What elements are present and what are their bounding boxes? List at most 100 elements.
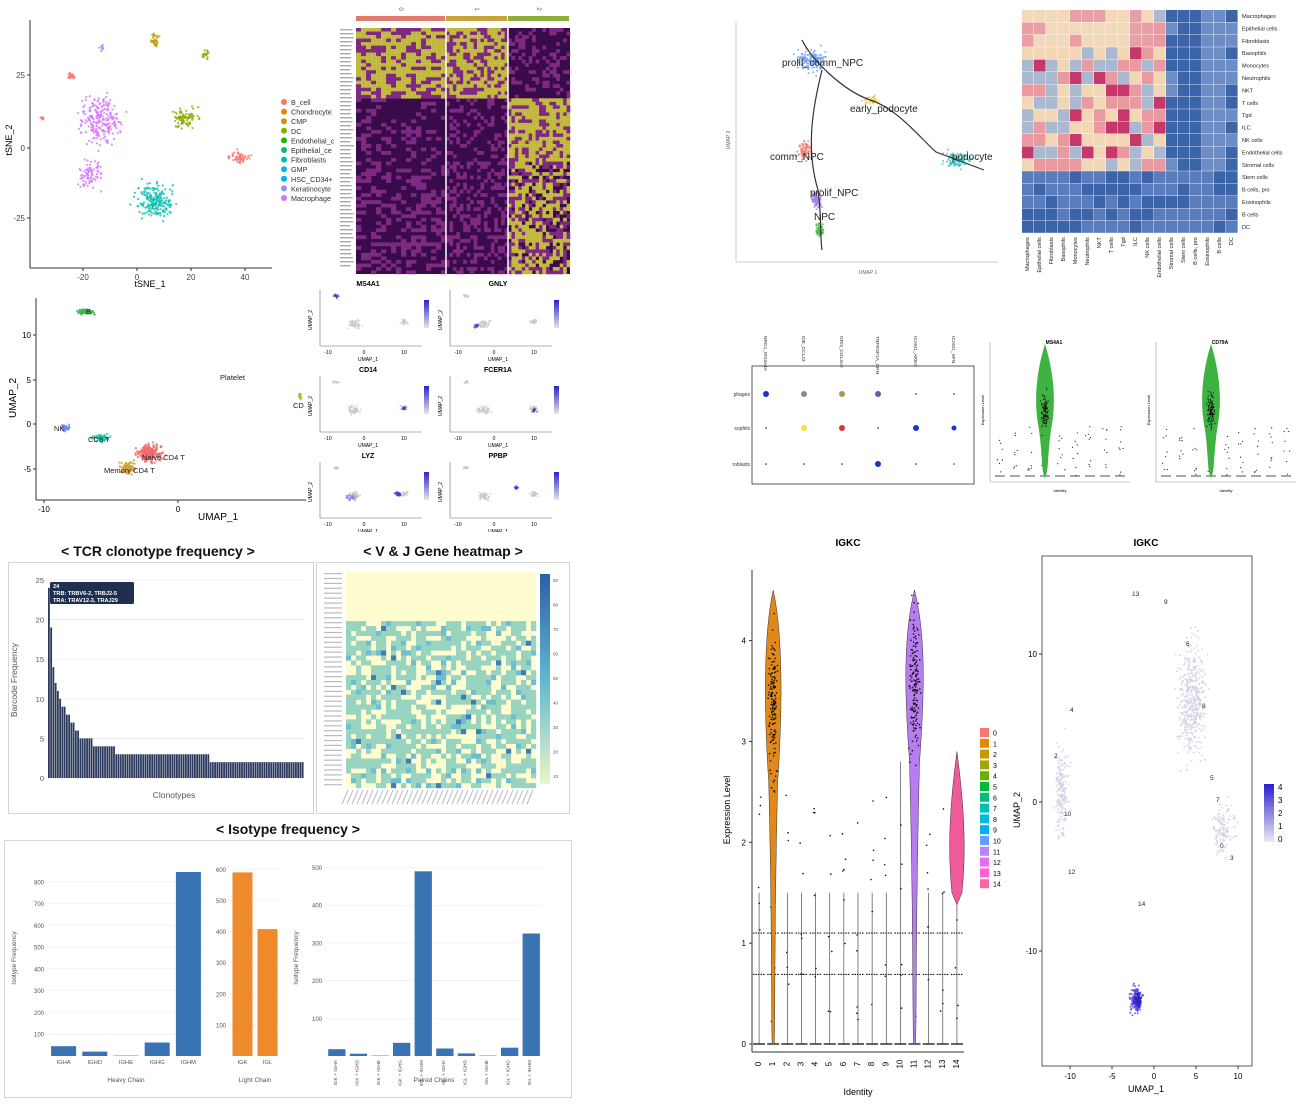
feature-point [353, 324, 356, 327]
mh-cell [456, 80, 460, 85]
mh-cell [361, 84, 367, 88]
umap-point [141, 450, 144, 453]
mh-cell [549, 63, 553, 67]
mh-cell [552, 165, 557, 169]
mh-cell [411, 249, 417, 254]
mh-cell [466, 87, 471, 92]
feature-xtick: 0 [493, 436, 496, 442]
mh-cell [431, 87, 437, 92]
mh-cell [456, 231, 460, 236]
tsne-point [119, 121, 122, 124]
feature-point [535, 493, 538, 496]
mh-cell [532, 172, 536, 176]
tsne-point [154, 187, 157, 190]
mh-cell [459, 165, 464, 169]
ct-cell [1214, 72, 1226, 84]
traj-point [802, 151, 805, 154]
mh-cell [480, 87, 485, 92]
mh-cell [566, 235, 571, 240]
tsne-point [114, 113, 117, 116]
tsne-point [94, 104, 97, 107]
tsne-point [77, 183, 80, 186]
mh-cell [552, 172, 557, 176]
mh-cell [376, 35, 382, 39]
traj-point [802, 143, 805, 146]
mh-cell [501, 87, 505, 92]
mh-cell [456, 129, 460, 134]
mh-cell [452, 31, 457, 36]
ct-cell [1166, 47, 1178, 60]
mh-cell [501, 77, 505, 81]
mh-cell [490, 259, 495, 264]
mh-cell [456, 38, 460, 43]
mh-cell [426, 242, 432, 247]
mh-cell [452, 126, 457, 131]
mh-cell [459, 189, 464, 194]
mh-cell [416, 73, 422, 78]
traj-point [961, 156, 963, 159]
mh-cell [376, 80, 382, 85]
mh-cell [356, 186, 362, 190]
mh-cell [366, 73, 372, 78]
traj-point [805, 152, 808, 155]
mh-cell [381, 45, 387, 50]
mh-cell [452, 52, 457, 57]
mh-cell [361, 70, 367, 74]
mh-cell [497, 182, 502, 187]
mh-cell [518, 122, 522, 127]
mh-cell [449, 252, 454, 257]
mh-cell [441, 91, 447, 96]
feature-colorbar [424, 300, 429, 328]
mh-cell [542, 214, 547, 219]
mh-cell [426, 210, 432, 215]
mh-cell [480, 94, 485, 99]
ct-cell [1106, 22, 1118, 35]
feature-point [337, 381, 340, 383]
feature-point [399, 408, 402, 411]
tsne-point [143, 212, 146, 215]
mh-cell [528, 245, 533, 250]
mh-cell [552, 256, 557, 261]
mh-cell [386, 84, 392, 88]
mh-cell [521, 228, 526, 233]
mh-cell [542, 154, 547, 159]
tsne-point [181, 118, 184, 121]
ct-cell [1034, 22, 1046, 35]
mh-cell [549, 224, 553, 229]
mh-cell [483, 165, 488, 169]
umap-point [152, 445, 155, 448]
mh-cell [466, 140, 471, 145]
mh-gene-label [340, 73, 352, 75]
tsne-point [88, 107, 91, 110]
mh-cell [421, 45, 427, 50]
mh-cell [518, 151, 522, 155]
umap-point [67, 423, 71, 426]
mh-cell [542, 252, 547, 257]
mh-cell [426, 263, 432, 268]
mh-cell [466, 52, 471, 57]
mh-cell [494, 77, 498, 81]
mh-cell [459, 238, 464, 243]
mh-cell [381, 175, 387, 180]
mh-cell [436, 38, 442, 43]
mh-cell [504, 252, 509, 257]
mh-cell [371, 94, 377, 99]
mh-cell [501, 45, 505, 50]
mh-cell [490, 144, 495, 148]
mh-cell [449, 84, 454, 88]
mh-cell [416, 182, 422, 187]
mh-cell [501, 56, 505, 60]
mh-cell [477, 221, 481, 226]
mh-cell [549, 151, 553, 155]
mh-cell [497, 45, 502, 50]
mh-gene-label [340, 89, 351, 91]
tsne-point [90, 126, 93, 129]
mh-cell [477, 31, 481, 36]
mh-cell [436, 231, 442, 236]
mh-cell [421, 252, 427, 257]
umap-point [89, 310, 93, 313]
mh-cell [456, 172, 460, 176]
mh-cell [539, 98, 543, 103]
mh-gene-label [340, 177, 353, 179]
mh-cell [406, 168, 412, 173]
